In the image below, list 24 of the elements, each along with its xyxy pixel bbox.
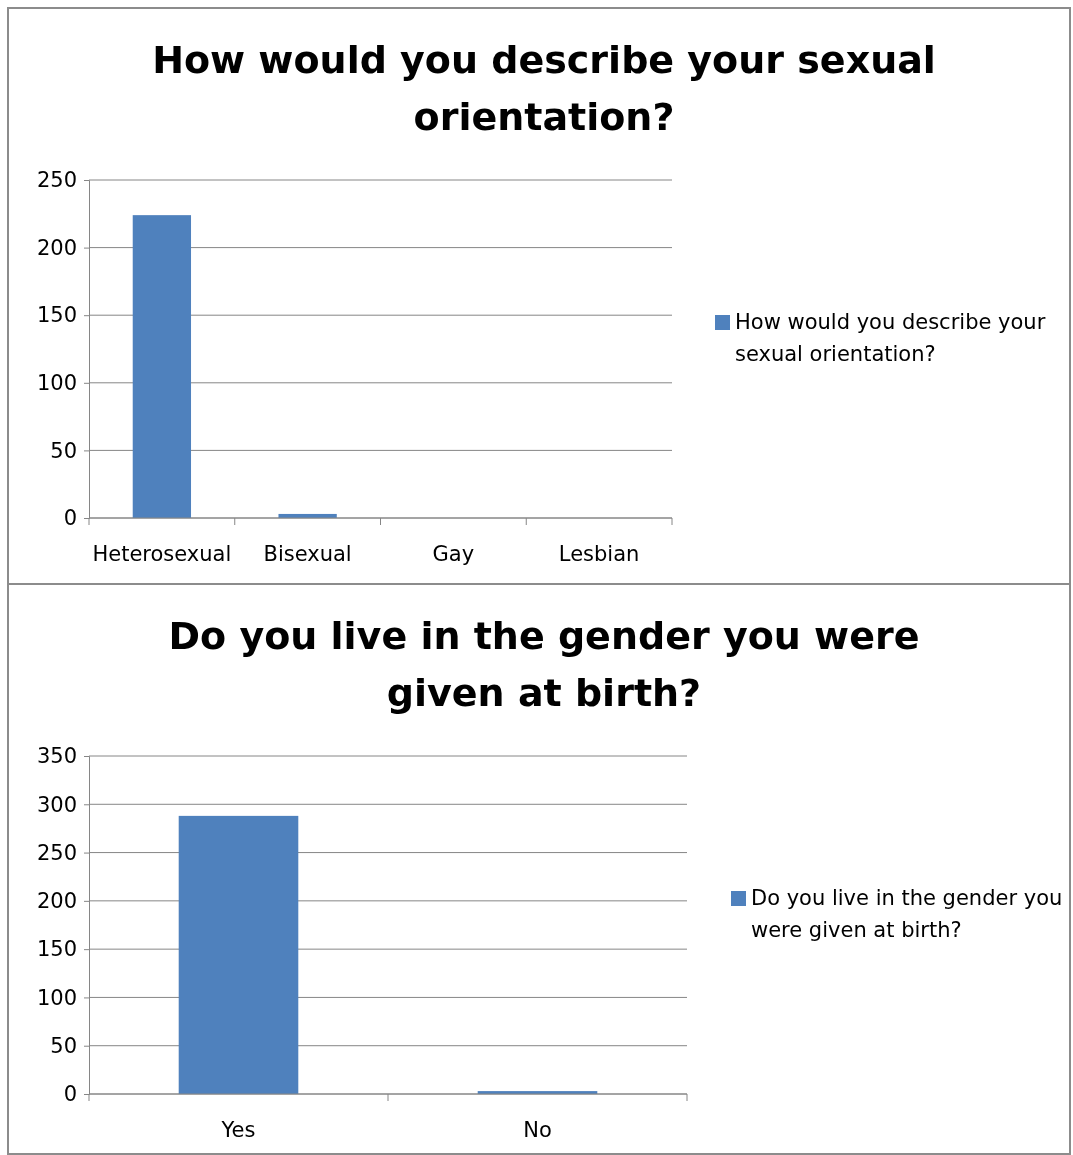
y-tick-label: 150 bbox=[36, 303, 77, 328]
y-tick-label: 100 bbox=[36, 371, 77, 396]
y-tick-label: 0 bbox=[63, 1082, 77, 1107]
x-tick-label: Bisexual bbox=[263, 542, 352, 566]
y-tick-label: 350 bbox=[36, 744, 77, 769]
legend-label: How would you describe your sexual orientation? bbox=[735, 310, 1046, 366]
y-tick-label: 0 bbox=[63, 506, 77, 531]
x-tick-label: Gay bbox=[432, 542, 475, 566]
y-tick-label: 300 bbox=[36, 792, 77, 817]
y-tick-label: 200 bbox=[36, 235, 77, 260]
x-tick-label: No bbox=[523, 1118, 552, 1142]
chart-title: Do you live in the gender you were given at birth? bbox=[168, 614, 920, 715]
y-tick-label: 50 bbox=[50, 1033, 77, 1058]
y-tick-label: 50 bbox=[50, 438, 77, 463]
y-tick-label: 250 bbox=[36, 168, 77, 193]
y-tick-label: 200 bbox=[36, 889, 77, 914]
x-tick-label: Yes bbox=[220, 1118, 256, 1142]
y-tick-label: 250 bbox=[36, 840, 77, 865]
y-tick-label: 100 bbox=[36, 985, 77, 1010]
x-tick-label: Heterosexual bbox=[92, 542, 232, 566]
chart-title: How would you describe your sexual orientation? bbox=[152, 38, 936, 139]
x-tick-label: Lesbian bbox=[558, 542, 640, 566]
legend-label: Do you live in the gender you were given at birth? bbox=[751, 886, 1063, 942]
y-tick-label: 150 bbox=[36, 937, 77, 962]
